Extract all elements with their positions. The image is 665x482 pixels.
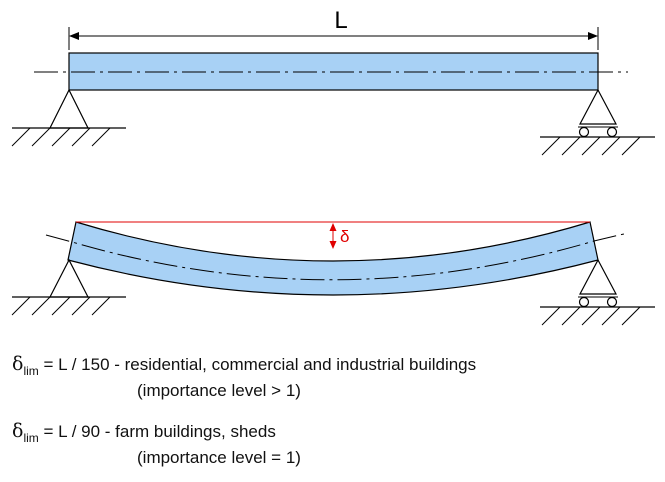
limit-formula: = L / 150 - residential, commercial and … (43, 355, 477, 374)
undeformed-beam-group: L (11, 7, 655, 156)
limit-farm-note: (importance level = 1) (137, 448, 301, 467)
limit-formula: = L / 90 - farm buildings, sheds (43, 422, 276, 441)
beam-deflection-diagram: L (11, 7, 655, 326)
limit-symbol: δ (12, 353, 24, 375)
deflected-beam-group: δ (11, 221, 655, 326)
deflection-label: δ (340, 227, 349, 246)
limit-residential-note: (importance level > 1) (137, 381, 301, 400)
deflected-axis-dashdot (45, 232, 629, 281)
pinned-support-left-deflected (11, 258, 126, 316)
roller-support-right (540, 88, 655, 156)
limit-farm: δlim = L / 90 - farm buildings, sheds (12, 420, 276, 445)
limit-subscript: lim (23, 431, 39, 445)
limit-subscript: lim (23, 364, 39, 378)
roller-support-right-deflected (540, 258, 655, 326)
span-label: L (334, 7, 347, 34)
limit-symbol: δ (12, 420, 24, 442)
pinned-support-left (11, 88, 126, 147)
limit-residential: δlim = L / 150 - residential, commercial… (12, 353, 477, 378)
